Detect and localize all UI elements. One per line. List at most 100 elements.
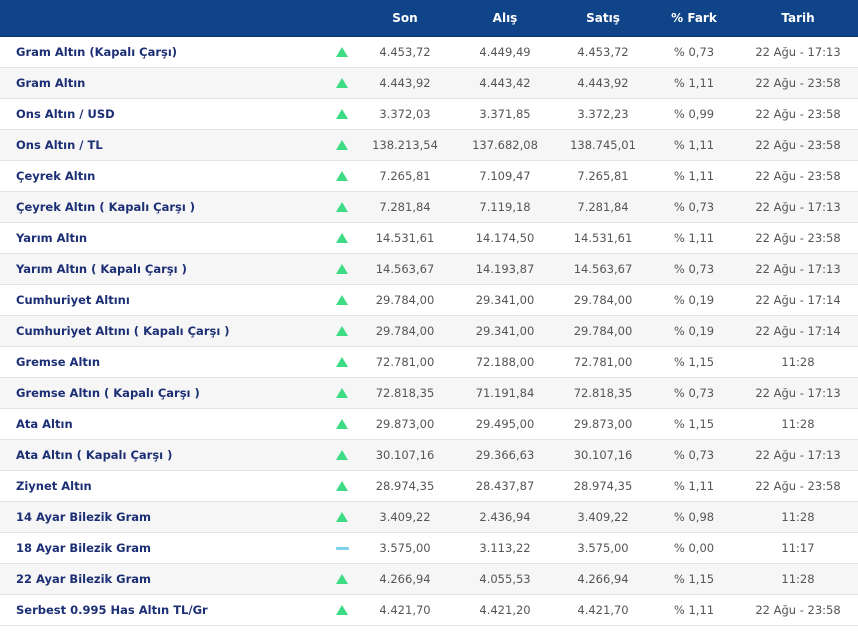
alis-cell: 4.055,53 xyxy=(479,572,531,586)
trend-cell xyxy=(331,546,353,550)
son-cell: 72.818,35 xyxy=(375,386,435,400)
row-name-cell: Ata Altın ( Kapalı Çarşı ) xyxy=(16,448,172,462)
triangle-up-icon xyxy=(336,357,348,367)
row-name-link[interactable]: 14 Ayar Bilezik Gram xyxy=(16,510,152,524)
table-row: Gram Altın 4.443,92 4.443,42 4.443,92 % 1,11… xyxy=(0,68,858,99)
row-name-link[interactable]: Ata Altın xyxy=(16,417,73,431)
row-name-link[interactable]: Cumhuriyet Altını xyxy=(16,293,130,307)
fark-cell: % 0,19 xyxy=(673,324,715,338)
alis-cell: 4.449,49 xyxy=(479,45,531,59)
row-name-link[interactable]: Serbest 0.995 Has Altın TL/Gr xyxy=(16,603,208,617)
son-cell: 29.784,00 xyxy=(375,324,435,338)
son-cell: 4.421,70 xyxy=(379,603,431,617)
tarih-cell: 22 Ağu - 17:13 xyxy=(755,45,841,59)
row-name-link[interactable]: Ons Altın / TL xyxy=(16,138,103,152)
row-name-cell: 18 Ayar Bilezik Gram xyxy=(16,541,151,555)
row-name-link[interactable]: Gremse Altın ( Kapalı Çarşı ) xyxy=(16,386,200,400)
triangle-up-icon xyxy=(336,171,348,181)
table-row: Ata Altın 29.873,00 29.495,00 29.873,00 % 1,… xyxy=(0,409,858,440)
table-row: Serbest 0.995 Has Altın TL/Gr 4.421,70 4.4… xyxy=(0,595,858,626)
alis-cell: 4.421,20 xyxy=(479,603,531,617)
table-row: Gremse Altın 72.781,00 72.188,00 72.781,00%… xyxy=(0,347,858,378)
son-cell: 138.213,54 xyxy=(372,138,438,152)
trend-cell xyxy=(331,78,353,88)
table-row: Gremse Altın ( Kapalı Çarşı ) 72.818,35 71… xyxy=(0,378,858,409)
triangle-up-icon xyxy=(336,78,348,88)
row-name-cell: Serbest 0.995 Has Altın TL/Gr xyxy=(16,603,208,617)
row-name-link[interactable]: Cumhuriyet Altını ( Kapalı Çarşı ) xyxy=(16,324,230,338)
row-name-cell: Cumhuriyet Altını xyxy=(16,293,130,307)
tarih-cell: 22 Ağu - 23:58 xyxy=(755,138,841,152)
row-name-cell: Gremse Altın xyxy=(16,355,100,369)
trend-cell xyxy=(331,295,353,305)
alis-cell: 14.174,50 xyxy=(475,231,535,245)
alis-cell: 29.341,00 xyxy=(475,293,535,307)
alis-cell: 2.436,94 xyxy=(479,510,531,524)
fark-cell: % 0,73 xyxy=(673,262,715,276)
row-name-cell: Cumhuriyet Altını ( Kapalı Çarşı ) xyxy=(16,324,230,338)
satis-cell: 30.107,16 xyxy=(573,448,633,462)
row-name-link[interactable]: Yarım Altın xyxy=(16,231,88,245)
triangle-up-icon xyxy=(336,450,348,460)
header-tarih[interactable]: Tarih xyxy=(781,11,815,25)
table-row: Gram Altın (Kapalı Çarşı) 4.453,72 4.449,4… xyxy=(0,37,858,68)
alis-cell: 29.495,00 xyxy=(475,417,535,431)
satis-cell: 4.266,94 xyxy=(577,572,629,586)
row-name-cell: Ata Altın xyxy=(16,417,73,431)
satis-cell: 4.421,70 xyxy=(577,603,629,617)
row-name-cell: 14 Ayar Bilezik Gram xyxy=(16,510,151,524)
son-cell: 4.453,72 xyxy=(379,45,431,59)
table-row: Cumhuriyet Altını ( Kapalı Çarşı ) 29.784… xyxy=(0,316,858,347)
row-name-link[interactable]: Gram Altın xyxy=(16,76,86,90)
tarih-cell: 22 Ağu - 23:58 xyxy=(755,479,841,493)
row-name-link[interactable]: Gremse Altın xyxy=(16,355,101,369)
son-cell: 29.784,00 xyxy=(375,293,435,307)
triangle-up-icon xyxy=(336,574,348,584)
satis-cell: 3.575,00 xyxy=(577,541,629,555)
tarih-cell: 22 Ağu - 17:13 xyxy=(755,262,841,276)
fark-cell: % 0,98 xyxy=(673,510,715,524)
triangle-up-icon xyxy=(336,419,348,429)
triangle-up-icon xyxy=(336,264,348,274)
row-name-link[interactable]: Gram Altın (Kapalı Çarşı) xyxy=(16,45,178,59)
triangle-up-icon xyxy=(336,47,348,57)
header-son[interactable]: Son xyxy=(392,11,418,25)
row-name-link[interactable]: 22 Ayar Bilezik Gram xyxy=(16,572,152,586)
satis-cell: 29.873,00 xyxy=(573,417,633,431)
alis-cell: 137.682,08 xyxy=(472,138,538,152)
row-name-link[interactable]: Ata Altın ( Kapalı Çarşı ) xyxy=(16,448,173,462)
son-cell: 28.974,35 xyxy=(375,479,435,493)
row-name-cell: Çeyrek Altın xyxy=(16,169,95,183)
trend-cell xyxy=(331,481,353,491)
row-name-link[interactable]: Çeyrek Altın ( Kapalı Çarşı ) xyxy=(16,200,196,214)
trend-cell xyxy=(331,109,353,119)
fark-cell: % 0,19 xyxy=(673,293,715,307)
header-alis[interactable]: Alış xyxy=(492,11,518,25)
row-name-link[interactable]: Ons Altın / USD xyxy=(16,107,115,121)
row-name-link[interactable]: Ziynet Altın xyxy=(16,479,92,493)
fark-cell: % 0,73 xyxy=(673,45,715,59)
satis-cell: 29.784,00 xyxy=(573,324,633,338)
satis-cell: 138.745,01 xyxy=(570,138,636,152)
alis-cell: 72.188,00 xyxy=(475,355,535,369)
fark-cell: % 0,99 xyxy=(673,107,715,121)
row-name-link[interactable]: Yarım Altın ( Kapalı Çarşı ) xyxy=(16,262,187,276)
header-satis[interactable]: Satış xyxy=(586,11,620,25)
table-body: Gram Altın (Kapalı Çarşı) 4.453,72 4.449,4… xyxy=(0,37,858,626)
row-name-link[interactable]: Çeyrek Altın xyxy=(16,169,96,183)
tarih-cell: 11:17 xyxy=(781,541,815,555)
tarih-cell: 22 Ağu - 17:14 xyxy=(755,324,841,338)
son-cell: 72.781,00 xyxy=(375,355,435,369)
row-name-link[interactable]: 18 Ayar Bilezik Gram xyxy=(16,541,152,555)
triangle-up-icon xyxy=(336,388,348,398)
trend-cell xyxy=(331,419,353,429)
tarih-cell: 11:28 xyxy=(781,572,815,586)
header-fark[interactable]: % Fark xyxy=(671,11,717,25)
fark-cell: % 1,15 xyxy=(673,417,715,431)
son-cell: 30.107,16 xyxy=(375,448,435,462)
row-name-cell: Gram Altın xyxy=(16,76,85,90)
triangle-up-icon xyxy=(336,512,348,522)
tarih-cell: 22 Ağu - 23:58 xyxy=(755,169,841,183)
row-name-cell: Çeyrek Altın ( Kapalı Çarşı ) xyxy=(16,200,195,214)
satis-cell: 3.372,23 xyxy=(577,107,629,121)
